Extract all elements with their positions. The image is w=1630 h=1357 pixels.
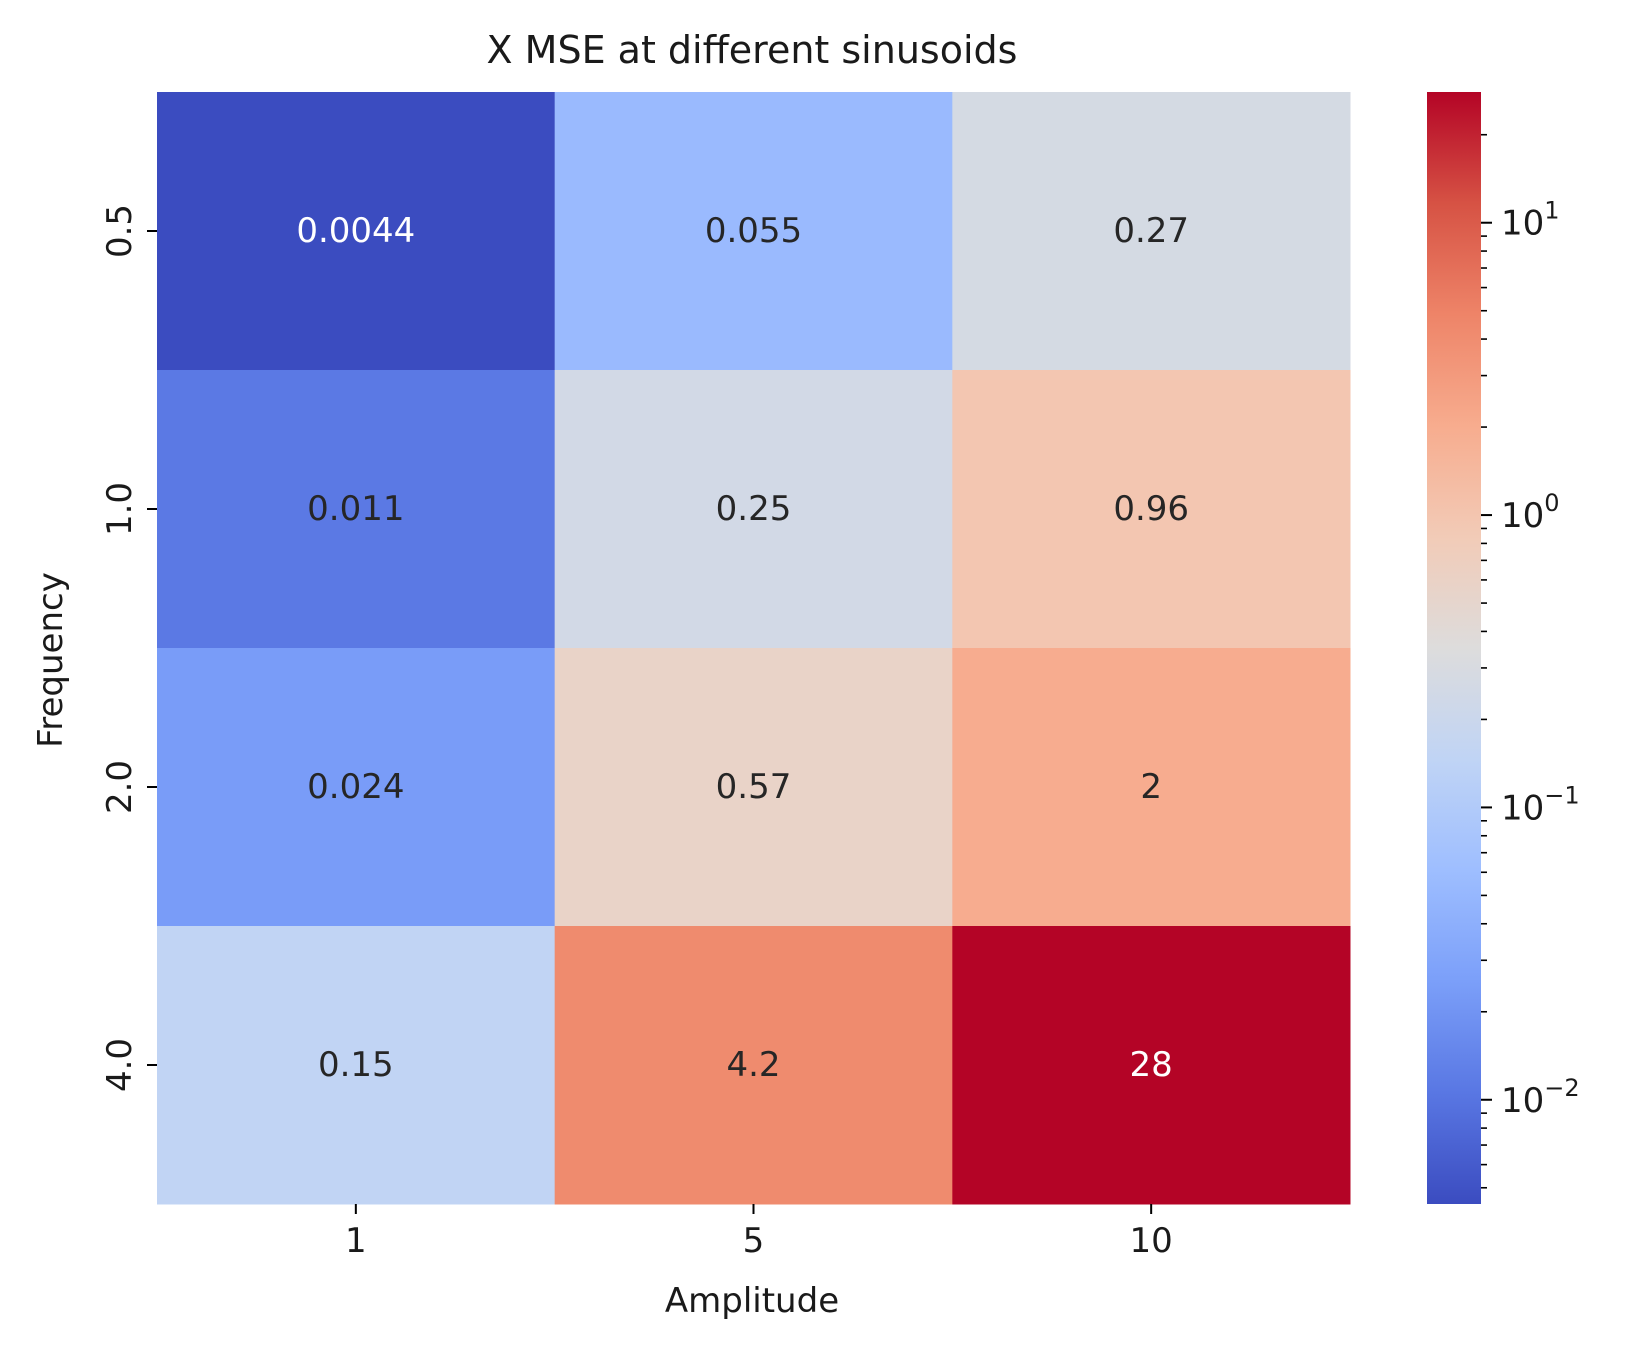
- heatmap-cells: [157, 92, 1351, 1205]
- x-axis: 1 5 10: [345, 1204, 1173, 1261]
- chart-title: X MSE at different sinusoids: [487, 28, 1018, 72]
- colorbar: 10−2 10−1 100 101: [1427, 92, 1580, 1204]
- heatmap-cell-r1-c2: [952, 370, 1351, 649]
- cell-value-label: 0.0044: [296, 211, 415, 251]
- heatmap-cell-r2-c0: [157, 648, 556, 927]
- cell-value-label: 0.055: [705, 211, 802, 251]
- heatmap-cell-r1-c1: [554, 370, 953, 649]
- heatmap-cell-r2-c2: [952, 648, 1351, 927]
- heatmap-cell-r0-c2: [952, 92, 1351, 371]
- cell-value-label: 28: [1130, 1045, 1173, 1085]
- x-tick-label: 5: [743, 1221, 765, 1261]
- cell-value-label: 0.024: [307, 767, 404, 807]
- colorbar-tick-label: 10−2: [1501, 1074, 1580, 1121]
- cell-value-label: 0.25: [716, 489, 792, 529]
- colorbar-tick-label: 101: [1501, 197, 1560, 244]
- heatmap-cell-labels: 0.0044 0.055 0.27 0.011 0.25 0.96 0.024 0.57 2 0.…: [296, 211, 1189, 1085]
- cell-value-label: 0.57: [716, 767, 792, 807]
- colorbar-tick-label: 10−1: [1501, 781, 1580, 828]
- cell-value-label: 2: [1140, 767, 1162, 807]
- x-axis-label: Amplitude: [665, 1281, 839, 1321]
- cell-value-label: 0.27: [1113, 211, 1189, 251]
- heatmap-cell-r1-c0: [157, 370, 556, 649]
- y-axis: 0.5 1.0 2.0 4.0: [100, 204, 157, 1092]
- x-tick-label: 10: [1130, 1221, 1173, 1261]
- cell-value-label: 4.2: [726, 1045, 780, 1085]
- y-tick-label: 1.0: [100, 482, 140, 536]
- x-tick-label: 1: [345, 1221, 367, 1261]
- heatmap-cell-r3-c2: [952, 926, 1351, 1205]
- y-tick-label: 0.5: [100, 204, 140, 258]
- colorbar-gradient: [1427, 92, 1481, 1204]
- cell-value-label: 0.15: [318, 1045, 394, 1085]
- y-axis-label: Frequency: [31, 572, 71, 748]
- cell-value-label: 0.96: [1113, 489, 1189, 529]
- y-tick-label: 4.0: [100, 1038, 140, 1092]
- cell-value-label: 0.011: [307, 489, 404, 529]
- heatmap-cell-r0-c1: [554, 92, 953, 371]
- heatmap-cell-r3-c0: [157, 926, 556, 1205]
- colorbar-tick-label: 100: [1501, 489, 1560, 536]
- y-tick-label: 2.0: [100, 760, 140, 814]
- heatmap-cell-r2-c1: [554, 648, 953, 927]
- heatmap-cell-r3-c1: [554, 926, 953, 1205]
- heatmap-cell-r0-c0: [157, 92, 556, 371]
